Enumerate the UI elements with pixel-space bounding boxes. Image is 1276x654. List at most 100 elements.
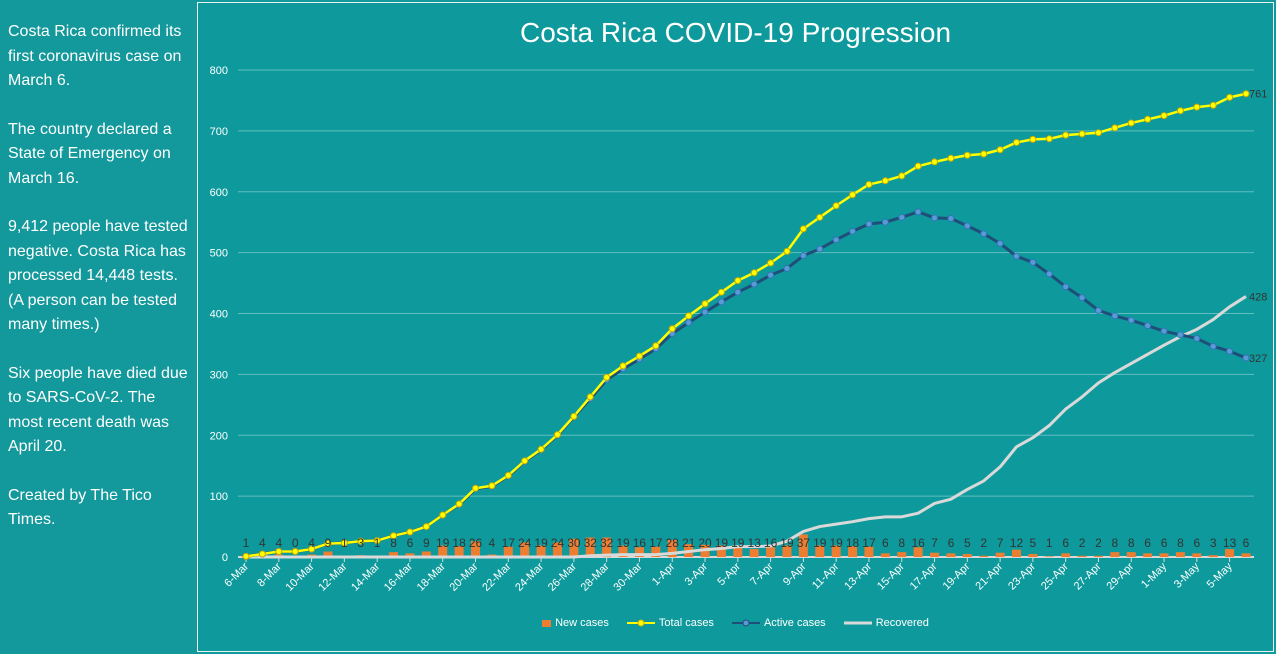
active-cases-point [881,218,889,226]
active-cases-point [1127,316,1135,324]
bar-new-cases [323,551,333,557]
active-cases-point [1193,334,1201,342]
total-cases-point [488,482,496,490]
total-cases-point [324,540,332,548]
y-tick-label: 600 [210,187,228,199]
bar-new-cases [716,545,726,557]
active-cases-point [1094,306,1102,314]
x-tick-label: 30-Mar [611,560,644,593]
x-tick-label: 20-Mar [448,560,481,593]
total-cases-point [570,412,578,420]
bar-new-cases [749,549,759,557]
y-tick-label: 400 [210,309,228,321]
active-cases-point [1062,283,1070,291]
x-tick-label: 24-Mar [513,560,546,593]
bar-new-cases [1061,553,1071,557]
note-emergency: The country declared a State of Emergenc… [8,120,172,187]
chart-title: Costa Rica COVID-19 Progression [519,17,952,48]
x-tick-label: 9-Apr [781,560,809,588]
x-tick-label: 14-Mar [349,560,382,593]
bar-new-cases [913,547,923,557]
bar-new-cases [1077,555,1087,557]
active-cases-point [1012,252,1020,260]
x-tick-label: 5-May [1205,560,1235,590]
new-cases-data-label: 2 [1095,536,1102,550]
new-cases-data-label: 12 [1010,536,1024,550]
total-cases-point [242,552,250,560]
legend-active-cases: Active cases [731,617,826,629]
new-cases-data-label: 2 [980,536,987,550]
new-cases-data-label: 19 [534,536,548,550]
total-cases-point [1160,112,1168,120]
bar-new-cases [438,545,448,557]
total-cases-point [898,172,906,180]
total-cases-point [586,393,594,401]
total-cases-point [767,259,775,267]
bar-new-cases [1175,552,1185,557]
new-cases-data-label: 19 [829,536,843,550]
total-cases-point [668,325,676,333]
total-cases-point [1226,93,1234,101]
total-cases-point [1127,119,1135,127]
bar-new-cases [1093,555,1103,557]
total-cases-point [340,539,348,547]
bar-new-cases [1110,552,1120,557]
x-tick-label: 23-Apr [1006,560,1038,592]
bar-new-cases [667,539,677,557]
new-cases-data-label: 4 [259,536,266,550]
new-cases-data-label: 19 [715,536,729,550]
bar-new-cases [1143,553,1153,557]
active-cases-point [947,215,955,223]
bar-new-cases [798,534,808,557]
new-cases-data-label: 30 [567,536,581,550]
bar-new-cases [848,546,858,557]
active-cases-point [996,239,1004,247]
bar-new-cases [897,552,907,557]
total-cases-line [245,92,1247,558]
new-cases-data-label: 1 [374,536,381,550]
new-cases-data-label: 13 [1223,536,1237,550]
bar-new-cases [1159,553,1169,557]
total-cases-point [963,151,971,159]
total-cases-point [521,457,529,465]
new-cases-data-label: 4 [275,536,282,550]
bar-new-cases [471,541,481,557]
x-tick-label: 1-May [1139,560,1169,590]
bar-new-cases [815,545,825,557]
new-cases-data-label: 19 [813,536,827,550]
active-cases-point [1111,312,1119,320]
new-cases-data-label: 21 [682,536,696,550]
legend-new-cases: New cases [542,617,609,629]
x-tick-label: 6-Mar [222,560,251,589]
bar-new-cases [454,546,464,557]
active-cases-point [750,280,758,288]
bar-new-cases [651,546,661,557]
new-cases-data-label: 1 [1046,536,1053,550]
bar-new-cases [569,538,579,557]
total-cases-point [996,146,1004,154]
total-cases-point [734,277,742,285]
new-cases-data-label: 19 [780,536,794,550]
total-cases-point [1209,101,1217,109]
bar-new-cases [995,552,1005,557]
total-cases-point [390,532,398,540]
total-cases-point [406,528,414,536]
total-cases-point [537,445,545,453]
total-cases-end-label: 761 [1249,89,1267,101]
new-cases-data-label: 2 [1079,536,1086,550]
total-cases-point [832,202,840,210]
total-cases-point [1144,115,1152,123]
active-cases-point [963,222,971,230]
new-cases-data-label: 28 [666,536,680,550]
bar-new-cases [782,545,792,557]
x-tick-label: 13-Apr [842,560,874,592]
bar-new-cases [1044,556,1054,557]
total-cases-point [1045,135,1053,143]
bar-new-cases [520,542,530,557]
total-cases-point [783,247,791,255]
active-cases-point [1160,327,1168,335]
active-cases-point [980,230,988,238]
bar-new-cases [405,553,415,557]
bar-new-cases [1011,549,1021,557]
